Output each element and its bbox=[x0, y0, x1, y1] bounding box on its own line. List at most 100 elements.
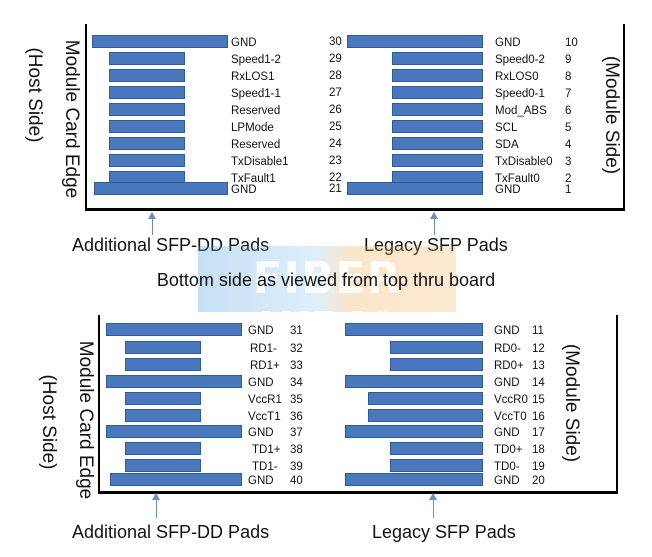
pin-number: 17 bbox=[532, 427, 545, 439]
pad-label: TD0+ bbox=[494, 444, 523, 456]
pad-label: GND bbox=[248, 325, 274, 337]
pad-label: RD0- bbox=[494, 343, 521, 355]
pad-label: VccR1 bbox=[248, 394, 282, 406]
pin-number: 29 bbox=[329, 53, 342, 65]
pin-number: 1 bbox=[565, 184, 572, 196]
additional-sfp-dd-pads-caption: Additional SFP-DD Pads bbox=[72, 522, 270, 542]
pad-label: GND bbox=[495, 37, 521, 49]
pad-label: GND bbox=[231, 184, 257, 196]
pad-pin-32 bbox=[125, 341, 201, 354]
pad-pin-23 bbox=[109, 154, 185, 167]
pin-number: 30 bbox=[329, 36, 342, 48]
pad-label: RxLOS0 bbox=[495, 71, 539, 83]
pad-label: VccT1 bbox=[248, 411, 281, 423]
pin-number: 18 bbox=[532, 444, 545, 456]
pad-pin-38 bbox=[125, 442, 201, 455]
watermark-background bbox=[198, 246, 456, 312]
pad-label: GND bbox=[248, 427, 274, 439]
pin-number: 34 bbox=[290, 377, 303, 389]
pin-number: 39 bbox=[290, 461, 303, 473]
pad-pin-31 bbox=[106, 323, 242, 336]
pad-label: TD1- bbox=[252, 461, 278, 473]
arrow-up-icon bbox=[429, 493, 437, 518]
pad-pin-25 bbox=[109, 120, 185, 133]
pad-label: GND bbox=[495, 184, 521, 196]
module-side-label: (Module Side) bbox=[601, 55, 622, 175]
pin-number: 16 bbox=[532, 411, 545, 423]
pin-number: 35 bbox=[290, 394, 303, 406]
pad-pin-7 bbox=[392, 86, 483, 99]
pin-number: 14 bbox=[532, 377, 545, 389]
pad-pin-16 bbox=[368, 409, 483, 422]
pad-label: TxFault0 bbox=[495, 173, 540, 185]
pin-number: 4 bbox=[565, 139, 572, 151]
pad-label: Reserved bbox=[231, 139, 281, 151]
pin-number: 23 bbox=[329, 155, 342, 167]
pad-label: TxDisable0 bbox=[495, 156, 553, 168]
pad-label: Reserved bbox=[231, 105, 281, 117]
arrow-up-icon bbox=[152, 493, 160, 518]
pad-pin-12 bbox=[390, 341, 483, 354]
pad-label: GND bbox=[494, 325, 520, 337]
pad-label: Speed0-1 bbox=[495, 88, 545, 100]
pin-number: 6 bbox=[565, 105, 572, 117]
pin-number: 20 bbox=[532, 475, 545, 487]
pad-label: GND bbox=[494, 427, 520, 439]
pin-number: 13 bbox=[532, 360, 545, 372]
pad-pin-13 bbox=[390, 358, 483, 371]
pin-number: 32 bbox=[290, 343, 303, 355]
pad-label: TD1+ bbox=[252, 444, 281, 456]
pad-pin-35 bbox=[125, 392, 201, 405]
pin-number: 38 bbox=[290, 444, 303, 456]
pin-number: 19 bbox=[532, 461, 545, 473]
legacy-sfp-pads-caption: Legacy SFP Pads bbox=[364, 235, 508, 255]
arrow-up-icon bbox=[148, 212, 156, 235]
pad-label: VccR0 bbox=[494, 394, 528, 406]
pad-label: RxLOS1 bbox=[231, 71, 275, 83]
pin-number: 24 bbox=[329, 138, 342, 150]
pad-pin-19 bbox=[390, 459, 483, 472]
pad-label: Mod_ABS bbox=[495, 105, 547, 117]
pin-number: 37 bbox=[290, 427, 303, 439]
pad-pin-20 bbox=[345, 473, 483, 486]
pin-number: 8 bbox=[565, 71, 572, 83]
pad-pin-10 bbox=[347, 35, 483, 48]
pad-pin-11 bbox=[345, 323, 483, 336]
pad-pin-30 bbox=[92, 35, 228, 48]
pad-label: GND bbox=[494, 475, 520, 487]
pad-label: Speed0-2 bbox=[495, 54, 545, 66]
pad-pin-14 bbox=[345, 375, 483, 388]
pad-label: GND bbox=[494, 377, 520, 389]
diagram-subtitle: Bottom side as viewed from top thru boar… bbox=[156, 270, 496, 290]
pin-number: 5 bbox=[565, 122, 572, 134]
bottom-pad-diagram: GND RD1- RD1+ GND VccR1 VccT1 GND TD1+ T… bbox=[98, 315, 618, 494]
pad-pin-40 bbox=[110, 473, 242, 486]
pad-label: LPMode bbox=[231, 122, 274, 134]
pad-label: Speed1-1 bbox=[231, 88, 281, 100]
pad-pin-26 bbox=[109, 103, 185, 116]
pin-number: 9 bbox=[565, 54, 572, 66]
additional-sfp-dd-pads-caption: Additional SFP-DD Pads bbox=[72, 235, 270, 255]
pad-pin-4 bbox=[392, 137, 483, 150]
pad-label: VccT0 bbox=[494, 411, 527, 423]
legacy-sfp-pads-caption: Legacy SFP Pads bbox=[372, 522, 516, 542]
pin-number: 26 bbox=[329, 104, 342, 116]
pad-label: GND bbox=[248, 475, 274, 487]
pin-number: 11 bbox=[532, 325, 544, 337]
pin-number: 12 bbox=[532, 343, 545, 355]
module-card-edge-label: Module Card Edge bbox=[61, 39, 82, 199]
pad-pin-36 bbox=[125, 409, 201, 422]
pad-pin-27 bbox=[109, 86, 185, 99]
pad-label: TD0- bbox=[494, 461, 520, 473]
pad-pin-39 bbox=[125, 459, 201, 472]
pad-pin-6 bbox=[392, 103, 483, 116]
pad-pin-1 bbox=[347, 182, 483, 195]
pad-pin-8 bbox=[392, 69, 483, 82]
pad-label: TxFault1 bbox=[231, 173, 276, 185]
pad-pin-3 bbox=[392, 154, 483, 167]
pin-number: 22 bbox=[329, 172, 342, 184]
pad-label: RD1+ bbox=[250, 360, 280, 372]
pad-pin-34 bbox=[106, 375, 242, 388]
pad-pin-5 bbox=[392, 120, 483, 133]
pin-number: 36 bbox=[290, 411, 303, 423]
